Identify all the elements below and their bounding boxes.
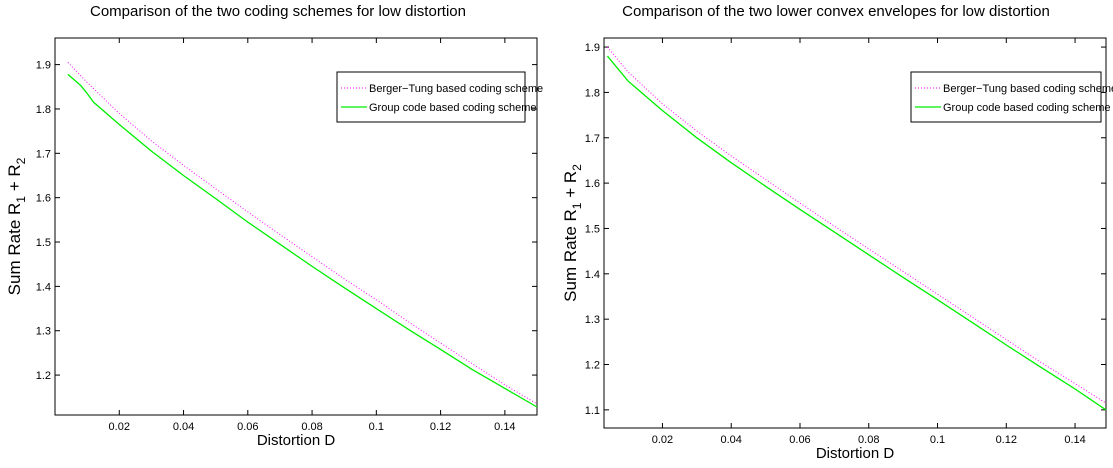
x-tick-label: 0.14 (1064, 434, 1085, 446)
y-axis-label-sub1: 1 (14, 196, 28, 203)
y-tick-label: 1.4 (36, 281, 51, 293)
y-tick-label: 1.2 (36, 370, 51, 382)
chart-right: Comparison of the two lower convex envel… (561, 3, 1113, 462)
y-axis-label: Sum Rate R1 + R2 (5, 157, 28, 295)
x-tick-label: 0.04 (173, 421, 194, 433)
y-axis-label-plus: + R (561, 171, 580, 203)
x-tick-label: 0.1 (369, 421, 384, 433)
x-tick-label: 0.12 (996, 434, 1017, 446)
x-tick-label: 0.02 (652, 434, 673, 446)
series-line-2 (606, 55, 1107, 411)
y-tick-label: 1.3 (36, 326, 51, 338)
legend-label-1: Berger−Tung based coding scheme (943, 83, 1113, 95)
y-axis-label: Sum Rate R1 + R2 (561, 164, 584, 302)
series-line-1 (607, 46, 1107, 404)
legend-label-1: Berger−Tung based coding scheme (369, 83, 543, 95)
y-axis-label-sub1: 1 (570, 202, 584, 209)
series-line-1 (67, 62, 538, 405)
legend-label-2: Group code based coding scheme (369, 102, 537, 114)
plot-area (54, 37, 538, 416)
y-axis-label-main: Sum Rate R (561, 209, 580, 302)
legend-box (910, 71, 1102, 123)
y-tick-label: 1.9 (585, 42, 600, 54)
chart-left: Comparison of the two coding schemes for… (5, 3, 543, 449)
x-tick-label: 0.04 (721, 434, 742, 446)
y-tick-label: 1.8 (36, 104, 51, 116)
y-axis-label-sub2: 2 (14, 157, 28, 164)
x-tick-label: 0.02 (109, 421, 130, 433)
legend: Berger−Tung based coding scheme Group cod… (910, 71, 1113, 123)
legend-box (336, 71, 526, 123)
y-tick-label: 1.3 (585, 314, 600, 326)
y-tick-label: 1.2 (585, 360, 600, 372)
y-tick-label: 1.1 (585, 405, 600, 417)
x-tick-label: 0.14 (494, 421, 515, 433)
legend: Berger−Tung based coding scheme Group cod… (336, 71, 543, 123)
x-tick-label: 0.12 (430, 421, 451, 433)
x-tick-label: 0.08 (858, 434, 879, 446)
svg-text:Sum Rate R1 + R2: Sum Rate R1 + R2 (561, 164, 584, 302)
series-line-2 (67, 73, 538, 408)
y-tick-label: 1.6 (585, 178, 600, 190)
chart-title: Comparison of the two coding schemes for… (90, 3, 466, 20)
y-tick-label: 1.8 (585, 87, 600, 99)
y-axis-label-main: Sum Rate R (5, 203, 24, 296)
legend-label-2: Group code based coding scheme (943, 102, 1111, 114)
x-axis-label: Distortion D (257, 432, 336, 449)
x-tick-label: 0.08 (301, 421, 322, 433)
plot-area (603, 37, 1107, 429)
y-axis-label-plus: + R (5, 164, 24, 196)
x-tick-label: 0.1 (930, 434, 945, 446)
y-tick-label: 1.7 (36, 148, 51, 160)
y-tick-label: 1.5 (36, 237, 51, 249)
chart-title: Comparison of the two lower convex envel… (622, 3, 1050, 20)
x-tick-label: 0.06 (789, 434, 810, 446)
y-tick-label: 1.5 (585, 223, 600, 235)
y-tick-label: 1.6 (36, 193, 51, 205)
svg-text:Sum Rate R1 + R2: Sum Rate R1 + R2 (5, 157, 28, 295)
y-tick-label: 1.4 (585, 269, 600, 281)
x-axis-label: Distortion D (816, 445, 895, 462)
y-tick-label: 1.9 (36, 60, 51, 72)
y-tick-label: 1.7 (585, 133, 600, 145)
y-axis-label-sub2: 2 (570, 164, 584, 171)
x-tick-label: 0.06 (237, 421, 258, 433)
